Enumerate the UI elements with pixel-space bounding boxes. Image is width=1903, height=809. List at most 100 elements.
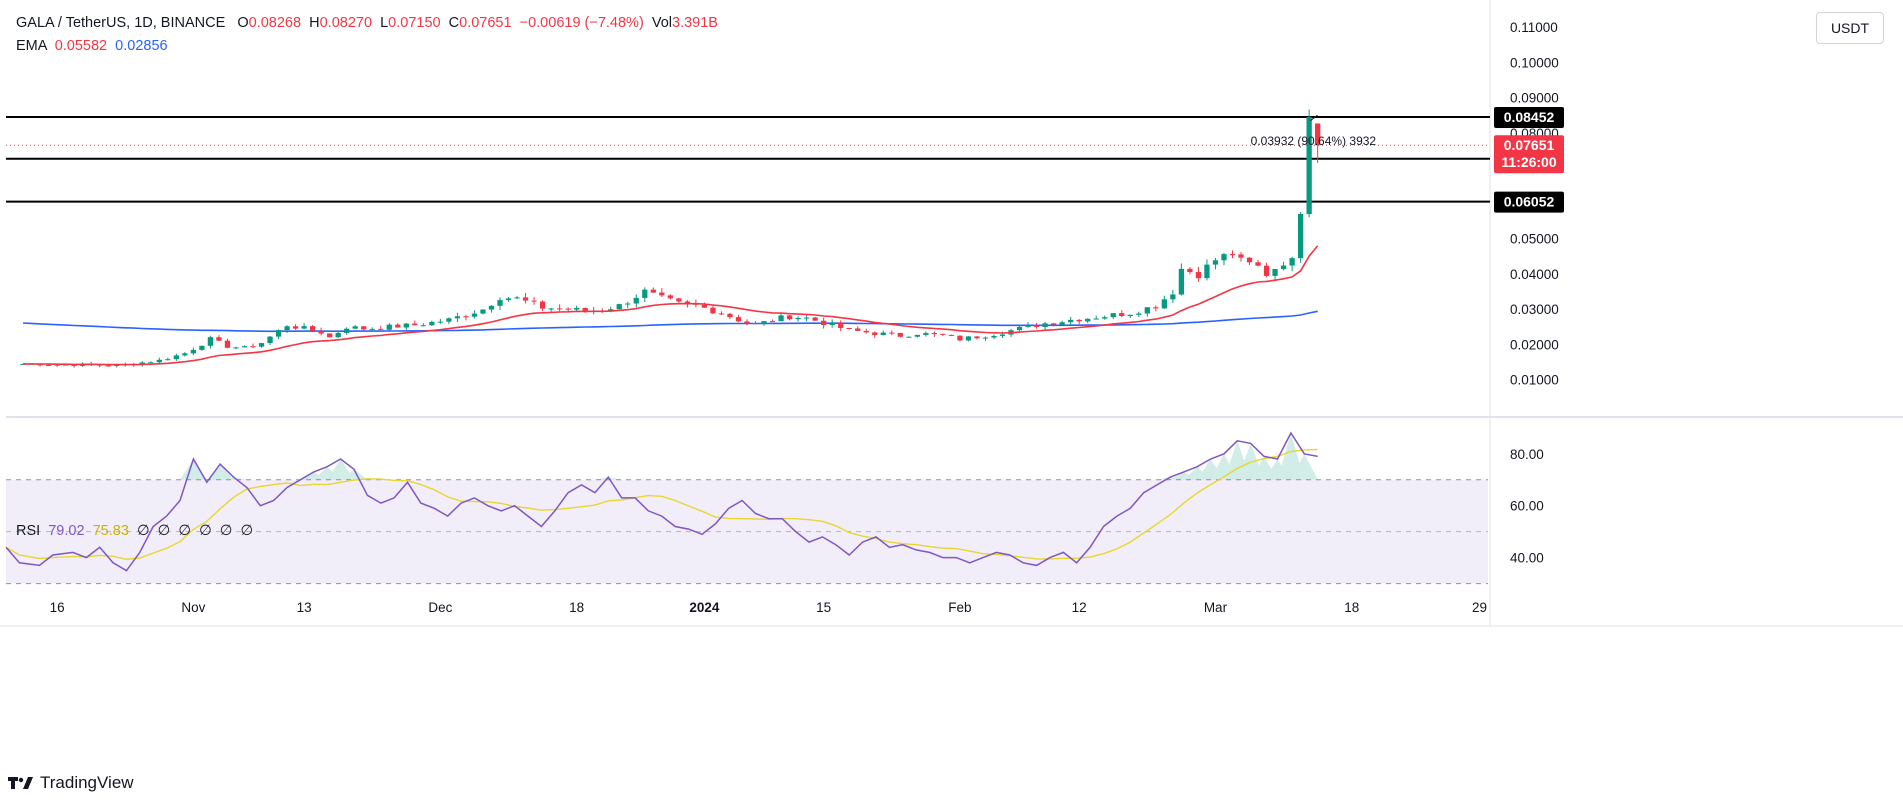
- candle-body[interactable]: [199, 345, 205, 350]
- candle-body[interactable]: [608, 309, 614, 311]
- rsi-label[interactable]: RSI: [16, 523, 41, 539]
- candle-body[interactable]: [616, 304, 622, 310]
- candle-body[interactable]: [1042, 323, 1048, 328]
- candle-body[interactable]: [829, 322, 835, 326]
- candle-body[interactable]: [1178, 268, 1185, 295]
- candle-body[interactable]: [54, 364, 60, 366]
- candle-body[interactable]: [488, 305, 495, 310]
- candle-body[interactable]: [548, 308, 554, 310]
- candle-body[interactable]: [412, 323, 418, 326]
- candle-body[interactable]: [684, 301, 691, 304]
- candle-body[interactable]: [420, 325, 426, 327]
- candle-body[interactable]: [361, 326, 367, 330]
- candle-body[interactable]: [335, 332, 341, 338]
- candle-body[interactable]: [931, 333, 938, 335]
- candle-body[interactable]: [982, 337, 989, 339]
- candle-body[interactable]: [1119, 313, 1125, 317]
- candle-body[interactable]: [812, 317, 818, 321]
- candle-body[interactable]: [309, 326, 316, 331]
- candle-body[interactable]: [1068, 319, 1074, 323]
- candle-body[interactable]: [258, 343, 265, 347]
- candle-body[interactable]: [897, 332, 903, 337]
- candle-body[interactable]: [539, 301, 546, 309]
- candle-body[interactable]: [267, 336, 273, 344]
- candle-body[interactable]: [625, 303, 631, 305]
- candle-body[interactable]: [1110, 313, 1116, 318]
- candle-body[interactable]: [369, 328, 375, 330]
- candle-body[interactable]: [999, 334, 1006, 336]
- candle-body[interactable]: [821, 320, 827, 326]
- candle-body[interactable]: [1033, 325, 1040, 328]
- candle-body[interactable]: [1272, 269, 1278, 276]
- candle-body[interactable]: [531, 300, 537, 302]
- candle-body[interactable]: [395, 324, 401, 328]
- candle-body[interactable]: [454, 316, 461, 319]
- candle-body[interactable]: [1025, 325, 1031, 327]
- symbol-title[interactable]: GALA / TetherUS, 1D, BINANCE: [16, 15, 226, 31]
- candle-body[interactable]: [156, 359, 162, 363]
- candle-body[interactable]: [1050, 323, 1057, 325]
- candle-body[interactable]: [735, 317, 742, 322]
- candle-body[interactable]: [190, 349, 197, 354]
- ema-label[interactable]: EMA: [16, 38, 47, 54]
- candle-body[interactable]: [173, 355, 179, 360]
- candle-body[interactable]: [744, 321, 750, 324]
- candle-body[interactable]: [165, 359, 171, 361]
- candle-body[interactable]: [957, 335, 963, 341]
- candle-body[interactable]: [582, 307, 588, 312]
- candle-body[interactable]: [633, 297, 639, 304]
- candle-body[interactable]: [1221, 254, 1227, 261]
- candle-body[interactable]: [650, 289, 656, 293]
- candle-body[interactable]: [318, 330, 324, 334]
- candle-body[interactable]: [114, 364, 120, 367]
- candle-body[interactable]: [863, 330, 869, 333]
- candle-body[interactable]: [182, 353, 188, 356]
- candle-body[interactable]: [1187, 268, 1193, 273]
- candle-body[interactable]: [1297, 214, 1304, 259]
- candle-body[interactable]: [1306, 117, 1312, 215]
- candle-body[interactable]: [480, 309, 486, 314]
- candle-body[interactable]: [565, 308, 571, 310]
- candle-body[interactable]: [233, 347, 239, 349]
- candle-body[interactable]: [463, 316, 469, 318]
- candle-body[interactable]: [1170, 294, 1176, 300]
- candle-body[interactable]: [659, 292, 665, 296]
- candle-body[interactable]: [1127, 314, 1133, 317]
- candle-body[interactable]: [795, 317, 801, 320]
- candle-body[interactable]: [948, 334, 955, 336]
- candle-body[interactable]: [344, 328, 350, 333]
- candle-body[interactable]: [505, 298, 512, 301]
- candle-body[interactable]: [45, 365, 52, 367]
- candle-body[interactable]: [642, 289, 648, 298]
- candle-body[interactable]: [872, 332, 878, 336]
- candle-body[interactable]: [1093, 318, 1099, 320]
- candle-body[interactable]: [1204, 264, 1210, 279]
- candle-body[interactable]: [701, 304, 708, 308]
- candle-body[interactable]: [786, 315, 793, 320]
- candle-body[interactable]: [471, 313, 478, 317]
- candle-body[interactable]: [1289, 258, 1295, 266]
- candle-body[interactable]: [1085, 318, 1091, 322]
- candle-body[interactable]: [241, 346, 248, 348]
- candle-body[interactable]: [224, 340, 231, 348]
- candle-body[interactable]: [556, 308, 563, 310]
- candle-body[interactable]: [207, 337, 214, 346]
- candle-body[interactable]: [991, 335, 997, 338]
- candle-body[interactable]: [105, 365, 111, 367]
- candle-body[interactable]: [906, 336, 912, 338]
- candle-body[interactable]: [838, 322, 844, 328]
- candle-body[interactable]: [1263, 265, 1270, 276]
- candle-body[interactable]: [761, 321, 767, 325]
- candle-body[interactable]: [846, 327, 852, 329]
- candle-body[interactable]: [497, 300, 503, 306]
- candle-body[interactable]: [284, 326, 290, 331]
- candle-body[interactable]: [778, 315, 784, 322]
- candle-body[interactable]: [216, 337, 222, 341]
- candle-body[interactable]: [769, 321, 776, 323]
- candle-body[interactable]: [429, 321, 435, 326]
- candle-body[interactable]: [880, 332, 886, 336]
- candle-body[interactable]: [1161, 299, 1167, 309]
- candle-body[interactable]: [301, 326, 307, 329]
- candle-body[interactable]: [940, 333, 946, 335]
